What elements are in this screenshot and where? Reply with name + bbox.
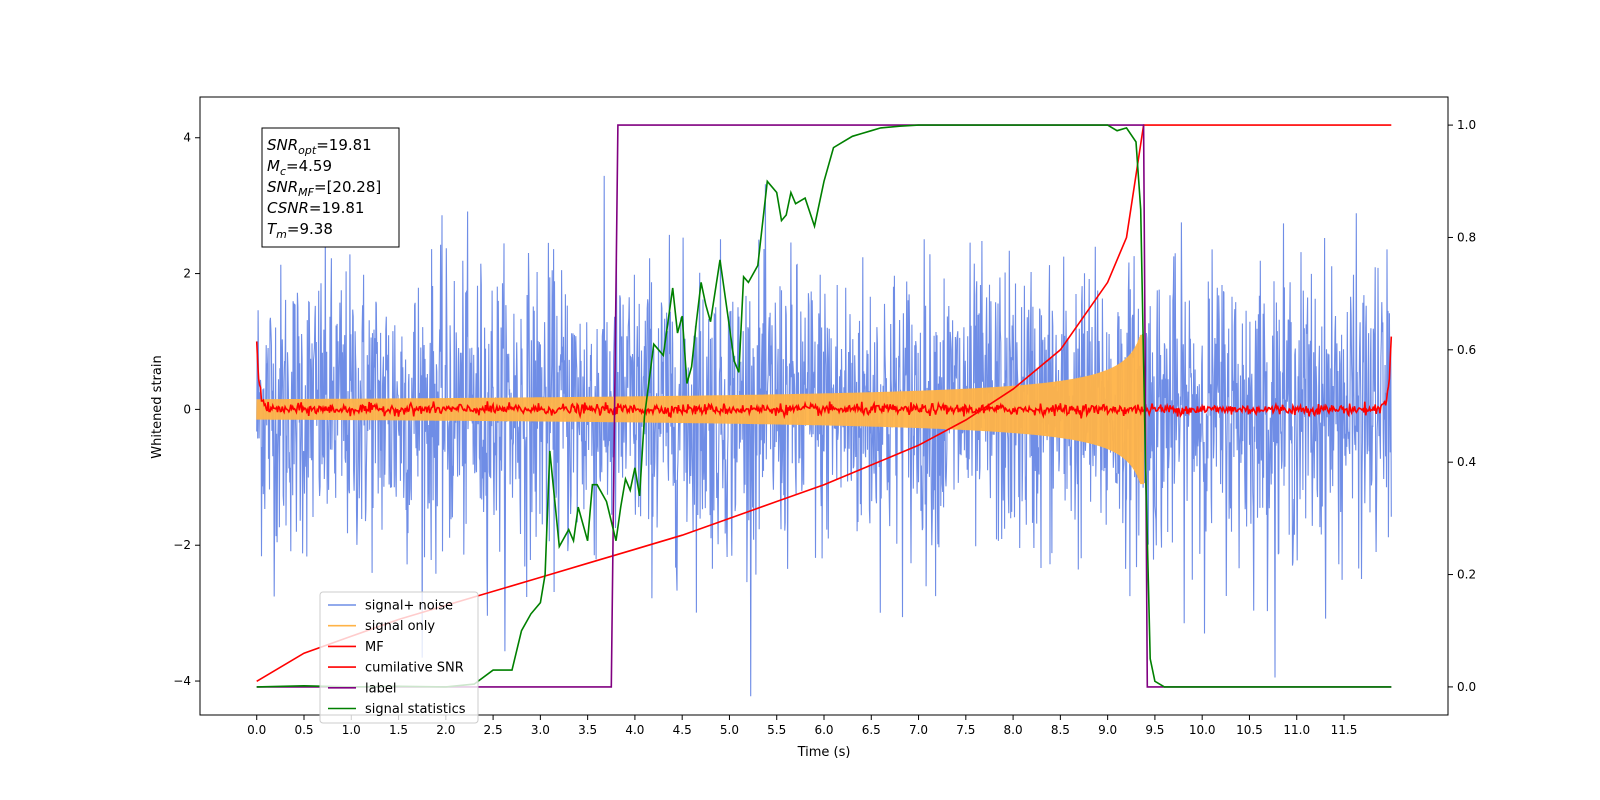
x-tick-label: 11.0: [1283, 723, 1310, 737]
x-axis: 0.0 0.5 1.0 1.5 2.0 2.5 3.0 3.5 4.0 4.5 5.0 5.5 6.0 6…: [247, 715, 1357, 737]
x-tick: 7.0: [909, 715, 928, 737]
y-tick: −2: [173, 538, 200, 552]
legend-label: cumilative SNR: [365, 661, 464, 676]
x-tick: 4.0: [625, 715, 644, 737]
y2-tick-label: 0.8: [1457, 230, 1476, 244]
legend: signal+ noise signal only MF cumilative SNR…: [319, 591, 479, 724]
y-tick-label: 4: [183, 131, 191, 145]
x-tick: 0.5: [294, 715, 314, 737]
x-tick: 10.5: [1236, 715, 1263, 737]
stats-annotation-box: SNRopt=19.81Mc=4.59SNRMF=[20.28]CSNR=19.…: [261, 127, 400, 248]
x-tick: 5.5: [767, 715, 786, 737]
annotation-line: Mc=4.59: [267, 157, 332, 178]
x-axis-label: Time (s): [797, 745, 851, 760]
x-tick-label: 10.0: [1189, 723, 1216, 737]
x-tick: 4.5: [673, 715, 692, 737]
x-tick: 8.0: [1004, 715, 1023, 737]
x-tick-label: 4.5: [673, 723, 692, 737]
x-tick-label: 8.0: [1004, 723, 1023, 737]
x-tick-label: 9.5: [1145, 723, 1164, 737]
y-axis-right: 0.0 0.2 0.4 0.6 0.8 1.0: [1448, 118, 1476, 694]
annotation-line: SNRopt=19.81: [267, 136, 372, 157]
y2-tick-label: 1.0: [1457, 118, 1476, 132]
x-tick-label: 3.0: [531, 723, 550, 737]
y2-tick: 0.0: [1448, 680, 1476, 694]
legend-item: label: [328, 681, 396, 696]
y-tick: −4: [173, 674, 200, 688]
x-tick-label: 5.0: [720, 723, 739, 737]
x-tick-label: 1.0: [342, 723, 361, 737]
x-tick: 10.0: [1189, 715, 1216, 737]
y2-tick: 0.2: [1448, 568, 1476, 582]
y-tick-label: 0: [183, 402, 191, 416]
x-tick-label: 2.5: [484, 723, 503, 737]
y-tick-label: −2: [173, 538, 191, 552]
legend-item: MF: [328, 640, 384, 655]
x-tick: 3.5: [578, 715, 597, 737]
y-tick: 4: [183, 131, 200, 145]
y2-tick-label: 0.2: [1457, 568, 1476, 582]
annotation-line: SNRMF=[20.28]: [267, 178, 381, 199]
x-tick-label: 5.5: [767, 723, 786, 737]
x-tick-label: 7.5: [956, 723, 975, 737]
legend-item: cumilative SNR: [328, 661, 464, 676]
y-axis-label: Whitened strain: [150, 355, 165, 458]
x-tick-label: 1.5: [389, 723, 408, 737]
x-tick: 11.0: [1283, 715, 1310, 737]
legend-label: MF: [365, 640, 384, 655]
legend-label: signal statistics: [365, 702, 466, 717]
x-tick-label: 2.0: [436, 723, 455, 737]
y2-tick: 0.8: [1448, 230, 1476, 244]
x-tick: 8.5: [1051, 715, 1070, 737]
series-mf: [255, 336, 1393, 420]
legend-item: signal+ noise: [328, 599, 453, 614]
y2-tick-label: 0.6: [1457, 343, 1476, 357]
x-tick-label: 9.0: [1098, 723, 1117, 737]
legend-item: signal only: [328, 619, 435, 634]
annotation-line: Tm=9.38: [267, 220, 333, 241]
x-tick: 6.0: [814, 715, 834, 737]
y-tick: 0: [183, 402, 200, 416]
x-tick: 5.0: [720, 715, 739, 737]
legend-label: label: [365, 681, 396, 696]
y-axis-left: −4 −2 0 2 4: [173, 131, 200, 688]
x-tick-label: 10.5: [1236, 723, 1263, 737]
x-tick-label: 0.5: [294, 723, 313, 737]
x-tick-label: 7.0: [909, 723, 928, 737]
y2-tick-label: 0.0: [1457, 680, 1476, 694]
y-tick-label: −4: [173, 674, 191, 688]
series-signal-only: [256, 334, 1145, 485]
x-tick-label: 0.0: [247, 723, 266, 737]
y2-tick: 0.4: [1448, 455, 1476, 469]
x-tick-label: 8.5: [1051, 723, 1070, 737]
y-tick-label: 2: [183, 267, 191, 281]
x-tick-label: 3.5: [578, 723, 597, 737]
x-tick: 3.0: [531, 715, 550, 737]
x-tick: 11.5: [1331, 715, 1358, 737]
annotation-line: CSNR=19.81: [267, 199, 364, 217]
y2-tick-label: 0.4: [1457, 455, 1476, 469]
y2-tick: 0.6: [1448, 343, 1476, 357]
x-tick-label: 11.5: [1331, 723, 1358, 737]
x-tick: 2.5: [484, 715, 503, 737]
legend-label: signal only: [365, 619, 435, 634]
y-tick: 2: [183, 267, 200, 281]
x-tick-label: 6.5: [862, 723, 881, 737]
x-tick: 7.5: [956, 715, 975, 737]
x-tick: 0.0: [247, 715, 266, 737]
x-tick: 6.5: [862, 715, 881, 737]
x-tick-label: 6.0: [814, 723, 833, 737]
legend-label: signal+ noise: [365, 599, 453, 614]
x-tick-label: 4.0: [625, 723, 644, 737]
x-tick: 9.5: [1145, 715, 1164, 737]
y2-tick: 1.0: [1448, 118, 1476, 132]
legend-item: signal statistics: [328, 702, 466, 717]
x-tick: 9.0: [1098, 715, 1117, 737]
series-signal-statistics: [256, 124, 1392, 688]
